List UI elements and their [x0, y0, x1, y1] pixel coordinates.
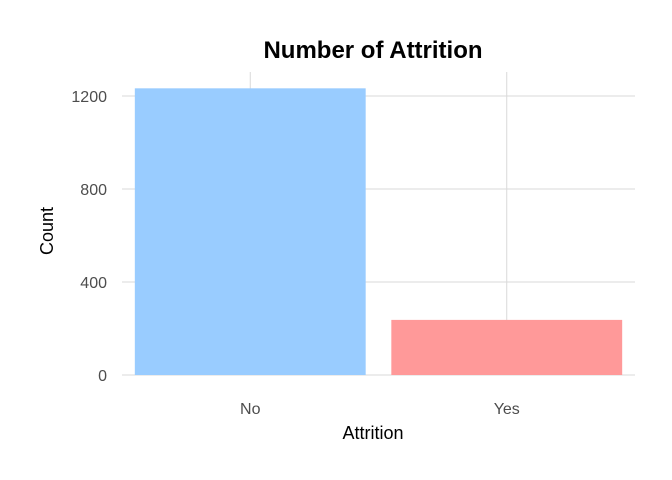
x-axis-title: Attrition	[342, 423, 403, 443]
x-tick-label: Yes	[494, 401, 520, 418]
y-tick-label: 800	[80, 182, 107, 199]
y-axis-title: Count	[37, 207, 57, 255]
bar-no	[134, 88, 366, 375]
y-tick-label: 400	[80, 275, 107, 292]
y-tick-label: 0	[98, 368, 107, 385]
x-axis-ticks: No Yes	[240, 401, 520, 418]
bars	[134, 88, 623, 375]
y-axis-ticks: 0 400 800 1200	[71, 89, 107, 385]
chart-title: Number of Attrition	[263, 37, 482, 64]
x-tick-label: No	[240, 401, 261, 418]
bar-yes	[391, 319, 623, 375]
y-tick-label: 1200	[71, 89, 107, 106]
